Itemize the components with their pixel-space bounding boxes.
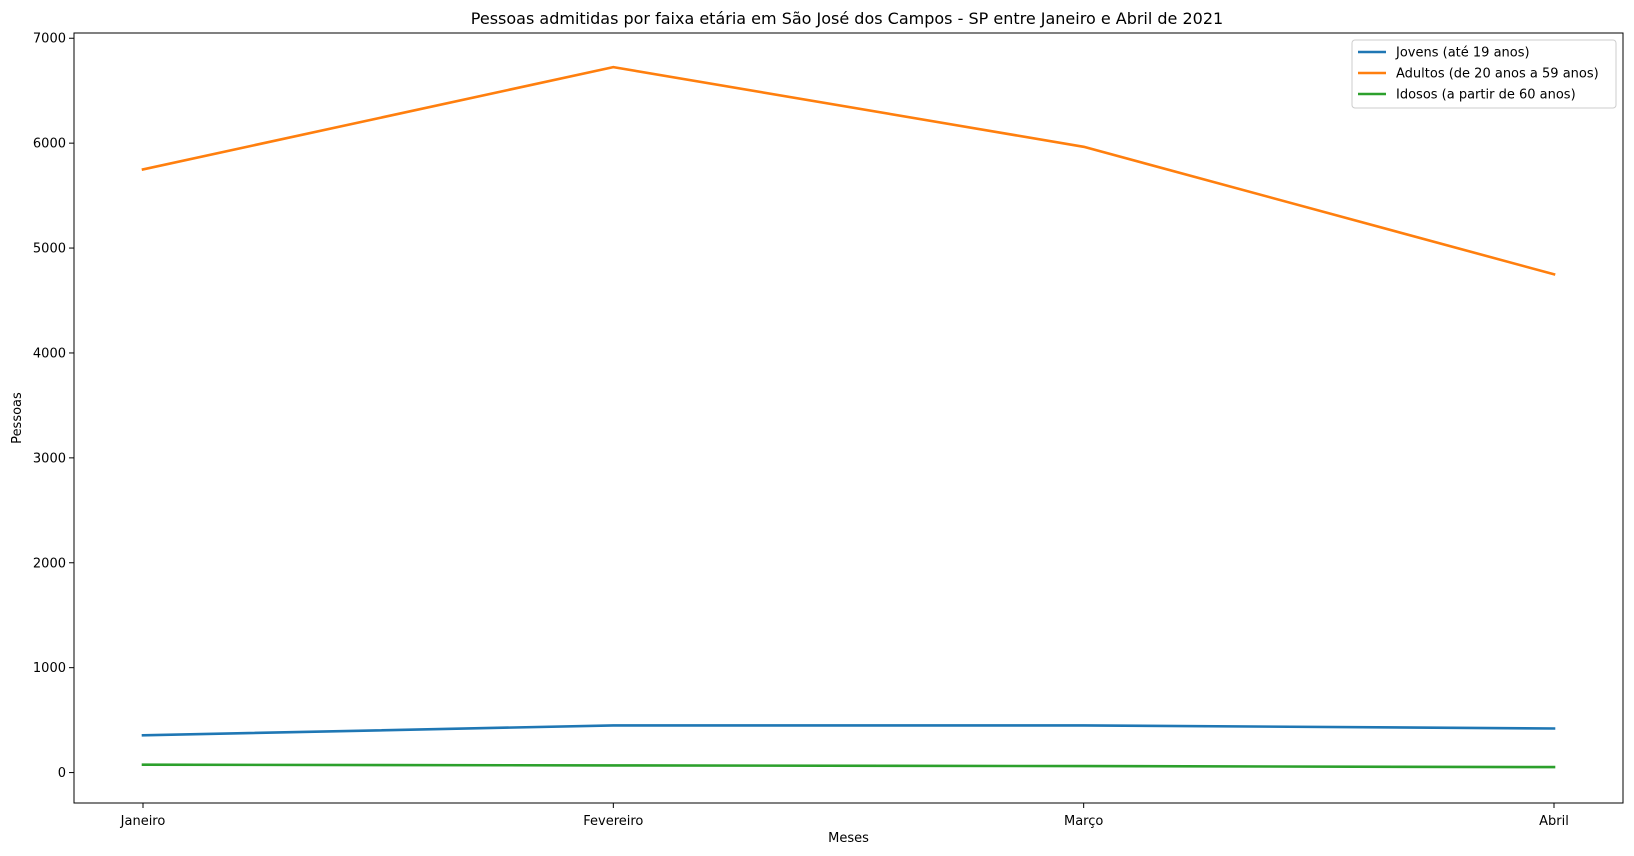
y-tick-label: 1000 bbox=[33, 661, 66, 676]
x-tick-label: Março bbox=[1064, 814, 1103, 829]
series-line-2 bbox=[141, 763, 1556, 769]
y-tick-label: 6000 bbox=[33, 137, 66, 152]
legend-entry: Idosos (a partir de 60 anos) bbox=[1396, 88, 1576, 103]
x-tick-label: Fevereiro bbox=[583, 814, 643, 829]
plot-area bbox=[73, 32, 1624, 804]
legend-box bbox=[1351, 39, 1617, 109]
chart-title: Pessoas admitidas por faixa etária em Sã… bbox=[471, 9, 1223, 28]
x-tick-label: Abril bbox=[1539, 814, 1569, 829]
y-tick-label: 0 bbox=[58, 766, 66, 781]
x-axis-label: Meses bbox=[828, 831, 869, 846]
y-tick-label: 3000 bbox=[33, 451, 66, 466]
x-axis: Janeiro Fevereiro Março Abril bbox=[120, 803, 1569, 829]
y-tick-label: 7000 bbox=[33, 32, 66, 47]
legend-entry: Adultos (de 20 anos a 59 anos) bbox=[1396, 67, 1599, 82]
series-line-0 bbox=[141, 724, 1556, 737]
x-tick-label: Janeiro bbox=[120, 814, 166, 829]
legend: Jovens (até 19 anos) Adultos (de 20 anos … bbox=[1351, 39, 1617, 109]
y-tick-label: 5000 bbox=[33, 242, 66, 257]
y-tick-label: 2000 bbox=[33, 556, 66, 571]
series-line-1 bbox=[141, 65, 1556, 276]
legend-entry: Jovens (até 19 anos) bbox=[1395, 46, 1530, 61]
series-lines bbox=[141, 65, 1556, 769]
y-axis: 0 1000 2000 3000 4000 5000 6000 7000 bbox=[33, 32, 74, 781]
y-axis-label: Pessoas bbox=[10, 392, 25, 444]
y-tick-label: 4000 bbox=[33, 346, 66, 361]
